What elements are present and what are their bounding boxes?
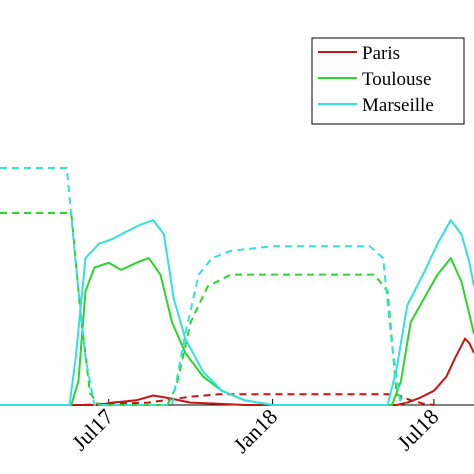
legend-label-paris: Paris (362, 43, 400, 64)
legend-label-marseille: Marseille (362, 95, 434, 116)
series-marseille-dashed (0, 167, 402, 406)
x-tick-label: Jul17 (67, 404, 118, 455)
series-toulouse-dashed (0, 212, 408, 406)
series-marseille-solid (0, 219, 474, 406)
x-tick-label: Jan18 (228, 404, 282, 458)
legend-label-toulouse: Toulouse (362, 69, 431, 90)
x-tick-label: Jul18 (392, 404, 443, 455)
legend: Paris Toulouse Marseille (311, 37, 465, 125)
legend-box (311, 37, 465, 125)
series-paris-dashed (0, 393, 435, 406)
series-toulouse-solid (0, 257, 474, 406)
